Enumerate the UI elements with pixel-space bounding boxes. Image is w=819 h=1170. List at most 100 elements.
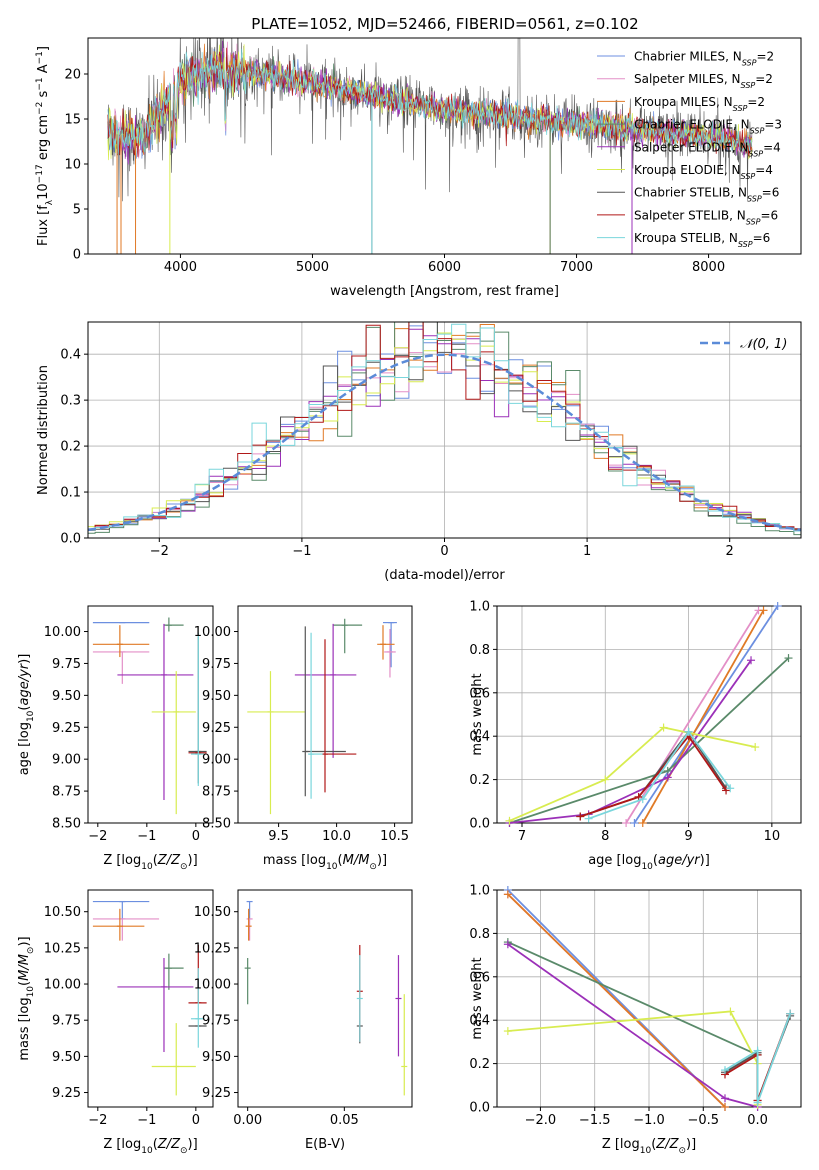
label-part: wavelength [Angstrom, rest frame]	[330, 284, 559, 299]
label-part: 10	[26, 986, 36, 998]
label-part: ⊙	[678, 1146, 686, 1156]
legend-sub: SSP	[738, 240, 753, 249]
y-tick-label: 0.3	[60, 394, 81, 409]
legend-suffix: =3	[764, 118, 782, 132]
legend-label: Salpeter STELIB, N	[634, 208, 746, 222]
label-part: )]	[700, 853, 710, 868]
label-part: ⊙	[369, 862, 377, 872]
label-part: 10	[36, 183, 51, 200]
x-tick-label: 0	[192, 1113, 200, 1128]
legend-suffix: =4	[755, 163, 773, 177]
label-part: (	[338, 853, 343, 868]
legend-entry: 𝒩(0, 1)	[740, 337, 787, 352]
x-tick-label: −2	[88, 1113, 107, 1128]
label-part: Flux [f	[36, 205, 51, 246]
label-part: ⊙	[26, 947, 36, 955]
residual-histogram-8	[88, 323, 801, 532]
y-tick-label: 9.25	[52, 1086, 81, 1101]
y-tick-label: 10.00	[44, 978, 81, 993]
y-tick-label: 0.4	[469, 1014, 490, 1029]
y-tick-label: 9.75	[52, 657, 81, 672]
label-part: Z [log	[103, 1137, 141, 1152]
x-axis-label: mass [log10(M/M⊙)]	[263, 853, 387, 872]
y-tick-label: 10.00	[194, 978, 231, 993]
x-tick-label: 2	[726, 544, 734, 559]
y-tick-label: 1.0	[469, 600, 490, 615]
label-part: erg cm	[36, 115, 51, 164]
legend-sub: SSP	[742, 58, 757, 67]
y-axis-label: mass [log10(M/M⊙)]	[17, 936, 36, 1060]
y-tick-label: 8.50	[202, 817, 231, 832]
legend-sub: SSP	[741, 81, 756, 90]
weight-line-8	[588, 730, 731, 820]
label-part: 10	[640, 1146, 652, 1156]
legend-sub: SSP	[748, 149, 763, 158]
label-part: Z/Z	[655, 1137, 679, 1152]
label-part: age [log	[588, 853, 641, 868]
x-axis-label: Z [log10(Z/Z⊙)]	[103, 1137, 197, 1156]
y-tick-label: 8.50	[52, 817, 81, 832]
x-tick-label: −1	[292, 544, 311, 559]
x-axis-label: age [log10(age/yr)]	[588, 853, 710, 872]
y-tick-label: 0	[73, 248, 81, 263]
x-tick-label: 0.05	[330, 1113, 359, 1128]
label-part: )]	[188, 1137, 198, 1152]
weight-line-3	[507, 941, 758, 1056]
label-part: )]	[17, 654, 32, 664]
weight-line-2	[642, 609, 765, 824]
legend-label: Chabrier ELODIE, N	[634, 118, 750, 132]
label-part: )]	[188, 853, 198, 868]
legend-suffix: =6	[762, 186, 780, 200]
y-tick-label: 0.4	[60, 348, 81, 363]
label-part: )]	[686, 1137, 696, 1152]
label-part: λ	[45, 199, 55, 205]
weight-vs-metallicity-panel: −2.0 −1.5 −1.0 −0.5 0.0 0.0 0.2 0.4 0.6 0.8 1.0 Z […	[469, 884, 802, 1156]
x-tick-label: −1.0	[633, 1113, 665, 1128]
legend-suffix: =2	[747, 95, 765, 109]
y-tick-label: 0.0	[60, 532, 81, 547]
label-part: mass [log	[17, 997, 32, 1060]
axes-frame	[237, 605, 413, 824]
y-tick-label: 9.25	[202, 1086, 231, 1101]
label-part: 10	[641, 862, 653, 872]
label-part: )]	[377, 853, 387, 868]
y-tick-label: 10.50	[194, 905, 231, 920]
y-tick-label: 1.0	[469, 884, 490, 899]
label-part: (	[653, 853, 658, 868]
x-axis-label: Z [log10(Z/Z⊙)]	[103, 853, 197, 872]
legend-entry: Chabrier ELODIE, NSSP=3	[634, 118, 782, 136]
axes-frame	[87, 889, 214, 1108]
x-tick-label: 9	[684, 829, 692, 844]
x-axis-label: (data-model)/error	[384, 568, 505, 583]
legend-sub: SSP	[733, 103, 748, 112]
x-tick-label: 0	[192, 829, 200, 844]
mass-vs-ebv-panel: 0.00 0.05 9.25 9.50 9.75 10.00 10.25 10.50 E(B-V…	[194, 889, 413, 1152]
label-part: (	[153, 1137, 158, 1152]
x-tick-label: 5000	[296, 260, 329, 275]
residual-histogram-7	[88, 322, 801, 531]
label-part: 10	[326, 862, 338, 872]
y-tick-label: 0.2	[469, 773, 490, 788]
y-tick-label: 9.50	[52, 689, 81, 704]
legend-suffix: =6	[753, 231, 771, 245]
legend-entry: Kroupa MILES, NSSP=2	[634, 95, 765, 113]
label-part: Z/Z	[157, 853, 181, 868]
label-part: mass [log	[263, 853, 326, 868]
residuals-panel: −2 −1 0 1 2 0.0 0.1 0.2 0.3 0.4 (data-model)/error…	[36, 321, 802, 583]
y-tick-label: 10.25	[194, 941, 231, 956]
legend-entry: Salpeter MILES, NSSP=2	[634, 72, 773, 90]
x-tick-label: −1	[137, 829, 156, 844]
y-axis-label: mass weight	[470, 957, 485, 1039]
weight-line-7	[580, 734, 727, 818]
label-part: age/yr	[658, 853, 701, 868]
label-part: 10	[141, 862, 153, 872]
y-tick-label: 10.00	[194, 625, 231, 640]
x-tick-label: 0	[440, 544, 448, 559]
y-tick-label: 9.75	[202, 1014, 231, 1029]
y-tick-label: 0.6	[469, 686, 490, 701]
normal-reference-curve	[87, 353, 802, 532]
legend-suffix: =2	[756, 50, 774, 64]
y-axis-label: Normed distribution	[36, 365, 51, 495]
